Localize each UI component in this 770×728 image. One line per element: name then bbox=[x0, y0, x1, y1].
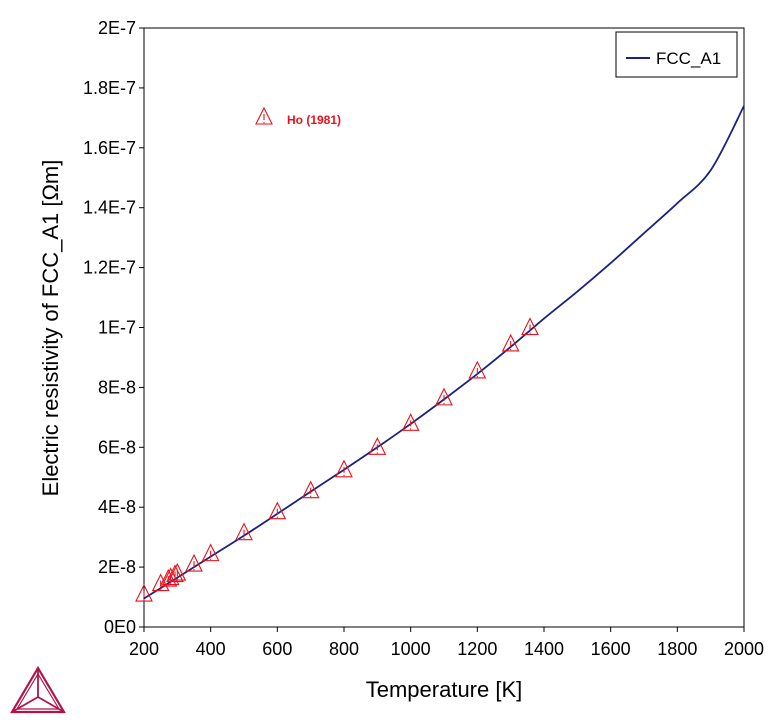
data-point-marker bbox=[168, 562, 187, 581]
annotation-label: Ho (1981) bbox=[287, 113, 341, 127]
y-tick-label: 1.4E-7 bbox=[83, 198, 136, 218]
y-tick-label: 4E-8 bbox=[98, 497, 136, 517]
x-tick-label: 400 bbox=[196, 639, 226, 659]
y-tick-label: 8E-8 bbox=[98, 377, 136, 397]
data-point-marker bbox=[201, 543, 220, 562]
y-tick-label: 6E-8 bbox=[98, 437, 136, 457]
plot-area bbox=[143, 27, 745, 628]
thermo-calc-logo-icon bbox=[10, 665, 66, 714]
y-axis-title: Electric resistivity of FCC_A1 [Ωm] bbox=[38, 160, 63, 497]
data-point-marker bbox=[135, 583, 153, 602]
data-point-marker bbox=[185, 553, 203, 572]
data-point-marker bbox=[468, 360, 487, 379]
y-tick-label: 1E-7 bbox=[98, 318, 136, 338]
experimental-markers bbox=[135, 317, 539, 602]
warning-triangle-icon bbox=[255, 106, 273, 125]
x-tick-label: 200 bbox=[129, 639, 159, 659]
data-point-marker bbox=[521, 317, 539, 336]
x-axis: 200 400 600 800 1000 1200 1400 1600 1800 2000 bbox=[129, 627, 764, 659]
data-point-marker bbox=[501, 333, 520, 352]
legend-label: FCC_A1 bbox=[656, 49, 721, 68]
legend-box bbox=[615, 31, 738, 78]
x-tick-label: 1800 bbox=[657, 639, 697, 659]
warning-triangle-icon bbox=[255, 106, 273, 125]
y-tick-label: 2E-7 bbox=[98, 18, 136, 38]
x-tick-label: 800 bbox=[329, 639, 359, 659]
legend: FCC_A1 bbox=[615, 31, 738, 78]
y-tick-label: 1.2E-7 bbox=[83, 258, 136, 278]
data-point-marker bbox=[401, 413, 420, 431]
data-point-marker bbox=[435, 387, 453, 406]
data-point-marker bbox=[235, 522, 253, 541]
y-tick-label: 2E-8 bbox=[98, 557, 136, 577]
data-point-marker bbox=[268, 501, 287, 520]
x-tick-label: 1400 bbox=[524, 639, 564, 659]
data-point-marker bbox=[368, 437, 387, 455]
y-tick-label: 0E0 bbox=[104, 617, 136, 637]
x-tick-label: 1200 bbox=[457, 639, 497, 659]
x-tick-label: 1600 bbox=[591, 639, 631, 659]
x-tick-label: 2000 bbox=[724, 639, 764, 659]
y-tick-label: 1.8E-7 bbox=[83, 78, 136, 98]
x-tick-label: 1000 bbox=[391, 639, 431, 659]
y-axis: 0E0 2E-8 4E-8 6E-8 8E-8 1E-7 1.2E-7 1.4E-7 1.6E-… bbox=[83, 18, 144, 637]
annotation: Ho (1981) bbox=[255, 106, 341, 127]
data-point-marker bbox=[335, 459, 353, 478]
y-tick-label: 1.6E-7 bbox=[83, 138, 136, 158]
x-tick-label: 600 bbox=[262, 639, 292, 659]
x-axis-title: Temperature [K] bbox=[366, 677, 523, 702]
data-point-marker bbox=[301, 480, 320, 499]
